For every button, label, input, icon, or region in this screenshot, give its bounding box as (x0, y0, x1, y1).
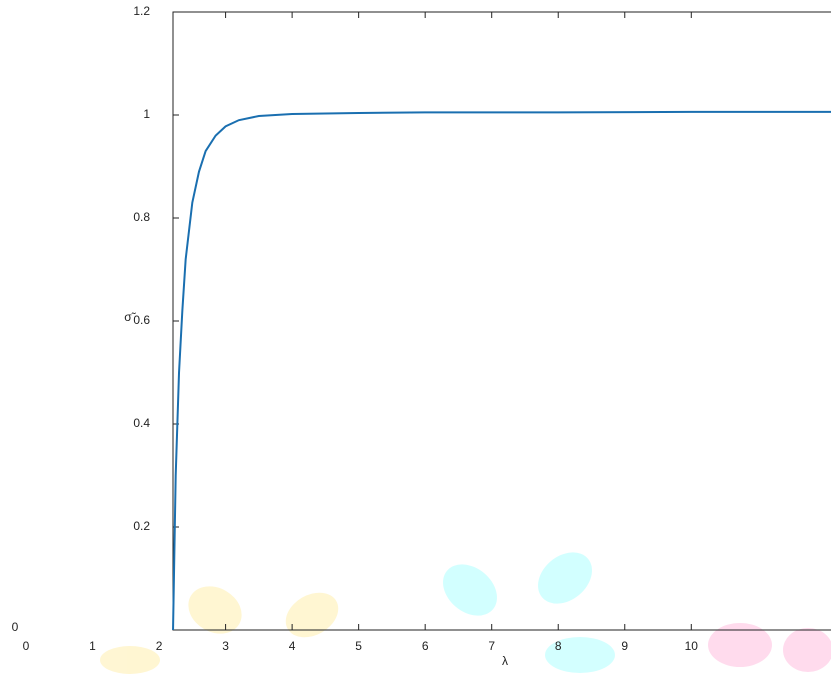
x-tick-label: 1 (89, 639, 96, 653)
y-tick-label: 1.2 (133, 4, 150, 18)
y-tick-label: 1 (143, 107, 150, 121)
x-tick-label: 3 (222, 639, 229, 653)
y-tick-label: 0.6 (133, 313, 150, 327)
x-tick-label: 2 (156, 639, 163, 653)
y-tick-label: 0.2 (133, 519, 150, 533)
x-tick-label: 4 (289, 639, 296, 653)
plot-frame (173, 12, 831, 630)
chart: σ̃ λ 00.20.40.60.811.2012345678910 (0, 0, 831, 677)
x-tick-label: 0 (23, 639, 30, 653)
watermark (100, 542, 831, 674)
x-tick-label: 7 (488, 639, 495, 653)
y-tick-label: 0.4 (133, 416, 150, 430)
y-tick-label: 0 (12, 620, 19, 634)
page: σ̃ λ 00.20.40.60.811.2012345678910 (() =… (0, 0, 831, 682)
x-tick-label: 8 (555, 639, 562, 653)
x-axis-label: λ (502, 654, 508, 668)
x-tick-label: 10 (685, 639, 699, 653)
y-tick-label: 0.8 (133, 210, 150, 224)
x-tick-label: 6 (422, 639, 429, 653)
x-tick-label: 9 (621, 639, 628, 653)
line-series (173, 112, 831, 630)
x-tick-label: 5 (355, 639, 362, 653)
